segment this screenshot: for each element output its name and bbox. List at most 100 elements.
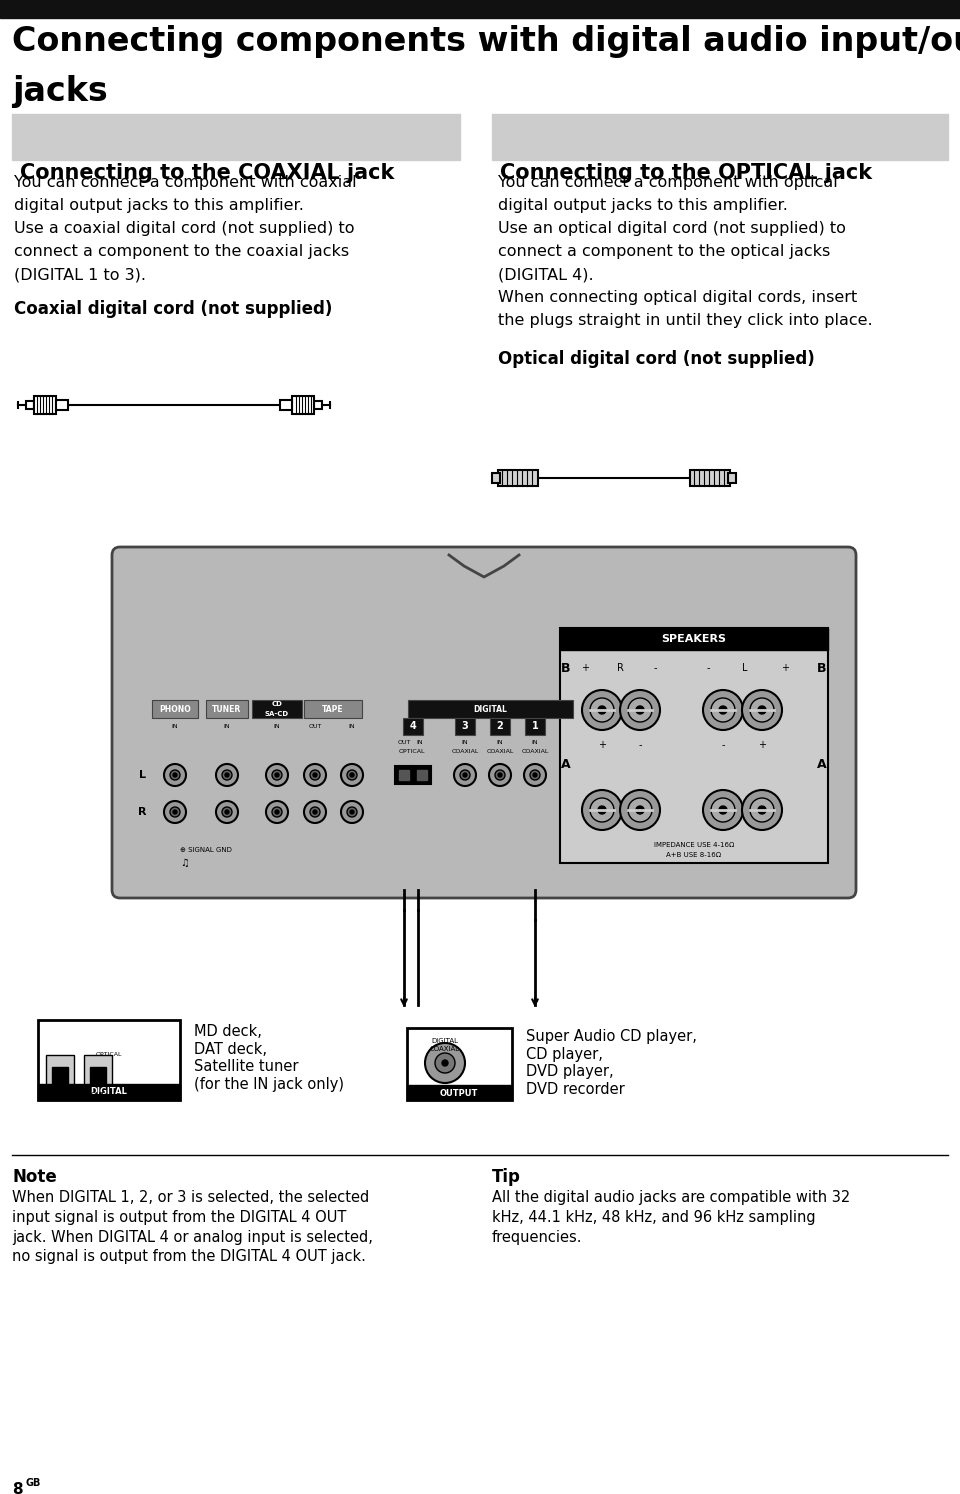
Text: COAXIAL: COAXIAL <box>430 1046 460 1052</box>
Bar <box>417 769 427 780</box>
Bar <box>314 400 322 409</box>
Text: -: - <box>707 663 709 672</box>
Text: OPTICAL: OPTICAL <box>96 1052 122 1056</box>
Circle shape <box>216 763 238 786</box>
Circle shape <box>173 810 177 814</box>
Circle shape <box>350 810 354 814</box>
Circle shape <box>636 707 644 714</box>
Text: DIGITAL: DIGITAL <box>473 705 507 714</box>
Bar <box>252 701 302 719</box>
Bar <box>38 1020 180 1100</box>
Circle shape <box>170 807 180 817</box>
Bar <box>492 474 500 483</box>
Text: B: B <box>562 662 571 674</box>
Text: IN: IN <box>532 740 539 746</box>
Bar <box>0 0 960 18</box>
Circle shape <box>758 707 766 714</box>
Text: You can connect a component with coaxial: You can connect a component with coaxial <box>14 175 356 190</box>
Text: IN: IN <box>496 740 503 746</box>
Text: IN: IN <box>224 725 230 729</box>
Circle shape <box>266 801 288 823</box>
Text: (DIGITAL 1 to 3).: (DIGITAL 1 to 3). <box>14 267 146 282</box>
Text: Tip: Tip <box>492 1168 521 1186</box>
Circle shape <box>266 763 288 786</box>
Text: COAXIAL: COAXIAL <box>521 748 549 754</box>
Bar <box>304 701 362 719</box>
Text: 4: 4 <box>410 722 417 731</box>
Circle shape <box>750 698 774 722</box>
Bar <box>399 769 409 780</box>
Circle shape <box>216 801 238 823</box>
Circle shape <box>711 698 735 722</box>
Text: 8: 8 <box>12 1482 23 1494</box>
Circle shape <box>347 807 357 817</box>
Circle shape <box>350 772 354 777</box>
Circle shape <box>310 807 320 817</box>
Text: Use a coaxial digital cord (not supplied) to: Use a coaxial digital cord (not supplied… <box>14 221 354 236</box>
Circle shape <box>170 769 180 780</box>
Text: Connecting components with digital audio input/output: Connecting components with digital audio… <box>12 25 960 58</box>
Text: connect a component to the coaxial jacks: connect a component to the coaxial jacks <box>14 244 349 258</box>
Text: A: A <box>562 759 571 771</box>
Text: COAXIAL: COAXIAL <box>451 748 479 754</box>
Bar <box>280 400 292 409</box>
Text: R: R <box>616 663 623 672</box>
Circle shape <box>272 807 282 817</box>
Circle shape <box>703 690 743 731</box>
Text: TUNER: TUNER <box>212 705 242 714</box>
Circle shape <box>275 772 279 777</box>
Text: IMPEDANCE USE 4-16Ω: IMPEDANCE USE 4-16Ω <box>654 843 734 849</box>
Text: DIGITAL: DIGITAL <box>90 1088 128 1097</box>
Circle shape <box>703 790 743 831</box>
Text: Note: Note <box>12 1168 57 1186</box>
Circle shape <box>275 810 279 814</box>
Circle shape <box>742 790 782 831</box>
Circle shape <box>313 772 317 777</box>
Bar <box>395 766 413 784</box>
Text: +: + <box>581 663 589 672</box>
Text: OUT: OUT <box>397 740 411 746</box>
Bar <box>498 471 538 486</box>
Text: (DIGITAL 4).: (DIGITAL 4). <box>498 267 593 282</box>
Bar <box>413 766 431 784</box>
Text: Coaxial digital cord (not supplied): Coaxial digital cord (not supplied) <box>14 300 332 318</box>
Bar <box>26 400 34 409</box>
Text: PHONO: PHONO <box>159 705 191 714</box>
Circle shape <box>347 769 357 780</box>
Circle shape <box>341 763 363 786</box>
Text: MD deck,
DAT deck,
Satellite tuner
(for the IN jack only): MD deck, DAT deck, Satellite tuner (for … <box>194 1025 344 1092</box>
Circle shape <box>620 790 660 831</box>
Circle shape <box>711 798 735 822</box>
Circle shape <box>628 798 652 822</box>
Circle shape <box>442 1061 448 1067</box>
Text: You can connect a component with optical: You can connect a component with optical <box>498 175 838 190</box>
Text: Connecting to the COAXIAL jack: Connecting to the COAXIAL jack <box>20 163 395 182</box>
Bar <box>407 1028 512 1100</box>
Circle shape <box>460 769 470 780</box>
Circle shape <box>620 690 660 731</box>
Text: IN: IN <box>172 725 179 729</box>
Circle shape <box>498 772 502 777</box>
Circle shape <box>272 769 282 780</box>
Text: B: B <box>817 662 827 674</box>
Text: TAPE: TAPE <box>323 705 344 714</box>
Circle shape <box>164 801 186 823</box>
Bar <box>90 1067 106 1088</box>
Text: GB: GB <box>26 1478 41 1488</box>
Text: the plugs straight in until they click into place.: the plugs straight in until they click i… <box>498 314 873 329</box>
FancyBboxPatch shape <box>112 547 856 898</box>
Bar <box>690 471 730 486</box>
Text: +: + <box>758 740 766 750</box>
Circle shape <box>524 763 546 786</box>
Text: OUTPUT: OUTPUT <box>440 1089 478 1098</box>
Bar <box>46 1055 74 1091</box>
Text: R: R <box>137 807 146 817</box>
Text: digital output jacks to this amplifier.: digital output jacks to this amplifier. <box>14 199 304 214</box>
Text: Super Audio CD player,
CD player,
DVD player,
DVD recorder: Super Audio CD player, CD player, DVD pl… <box>526 1029 697 1097</box>
Circle shape <box>530 769 540 780</box>
Bar <box>455 719 475 735</box>
Text: CD: CD <box>272 702 282 708</box>
Text: IN: IN <box>417 740 423 746</box>
Bar <box>492 114 948 160</box>
Circle shape <box>758 805 766 814</box>
